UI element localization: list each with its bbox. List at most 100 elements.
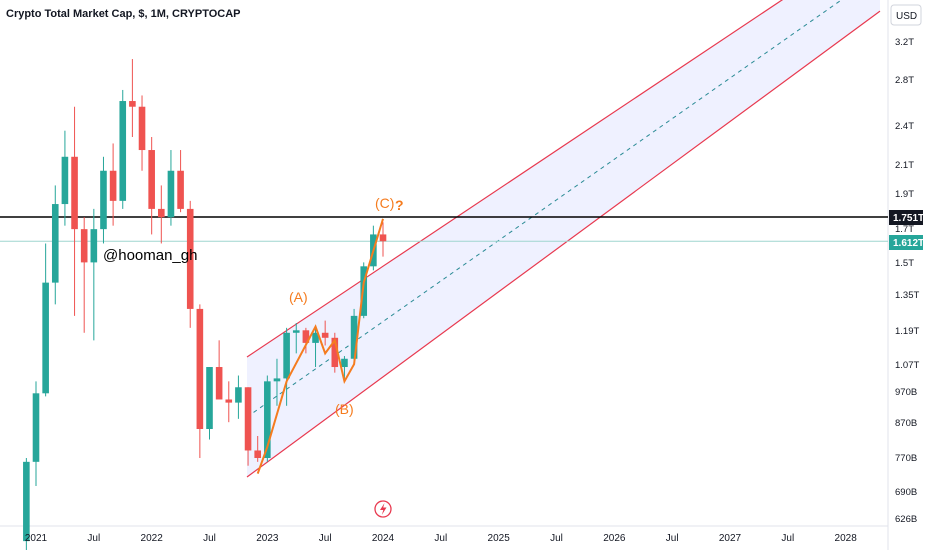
y-tick-label: 2.8T — [895, 75, 914, 86]
candle — [148, 136, 155, 235]
x-tick-label: 2027 — [719, 533, 742, 544]
y-tick-label: 770B — [895, 453, 917, 464]
x-tick-label: Jul — [550, 533, 563, 544]
candle — [206, 367, 213, 440]
wave-label-a: (A) — [289, 289, 308, 305]
candle — [71, 106, 78, 316]
candle-body — [80, 229, 88, 263]
wave-path[interactable] — [256, 218, 384, 474]
candle — [32, 381, 40, 486]
candle-body — [331, 337, 339, 368]
channel-lower-line[interactable] — [246, 10, 881, 478]
candle — [254, 435, 261, 462]
candle — [321, 320, 329, 346]
candle-body — [264, 381, 271, 458]
candle-body — [292, 330, 300, 333]
x-tick-label: 2024 — [372, 533, 395, 544]
x-tick-label: 2023 — [256, 533, 279, 544]
x-tick-label: Jul — [666, 533, 679, 544]
x-tick-label: 2022 — [141, 533, 164, 544]
resistance-badge — [889, 210, 923, 225]
candle — [138, 95, 146, 171]
candle-body — [341, 358, 348, 368]
price-axis-labels[interactable]: 3.2T 2.8T 2.4T 2.1T 1.9T 1.7T 1.5T 1.35T 1.19T 1.… — [895, 37, 919, 525]
candle — [292, 322, 300, 354]
candle — [350, 308, 358, 362]
y-tick-label: 690B — [895, 487, 917, 498]
channel-fill — [247, 0, 880, 477]
candle-body — [148, 150, 155, 209]
candle-body — [186, 208, 194, 309]
candle-body — [273, 378, 281, 382]
candle-body — [283, 332, 290, 379]
candle-body — [158, 208, 165, 218]
y-tick-label: 2.1T — [895, 160, 914, 171]
candle — [109, 143, 117, 226]
candle-body — [42, 282, 49, 394]
y-tick-label: 626B — [895, 514, 917, 525]
x-tick-label: Jul — [203, 533, 216, 544]
wave-label-question: ? — [395, 197, 404, 213]
lightning-icon[interactable] — [374, 500, 392, 518]
candle-body — [90, 229, 98, 263]
candle-body — [138, 106, 146, 151]
y-tick-label: 870B — [895, 418, 917, 429]
candle-body — [196, 308, 204, 430]
x-tick-label: 2026 — [603, 533, 626, 544]
currency-label: USD — [896, 11, 917, 22]
candle — [23, 458, 30, 550]
candle-body — [244, 387, 252, 451]
candle — [186, 200, 194, 328]
candle — [167, 150, 175, 226]
wave-drawing[interactable] — [256, 218, 384, 474]
candle — [158, 185, 165, 244]
candle — [90, 208, 98, 341]
candle-body — [225, 399, 233, 403]
x-tick-label: 2025 — [488, 533, 511, 544]
last-price-badge — [889, 235, 923, 250]
wave-label-c: (C) — [375, 195, 394, 211]
candle-body — [100, 170, 107, 230]
candle-body — [177, 170, 184, 209]
x-tick-label: Jul — [434, 533, 447, 544]
candle — [61, 130, 69, 226]
y-tick-label: 970B — [895, 387, 917, 398]
candle — [129, 59, 136, 137]
last-price-badge-label: 1.612T — [893, 238, 924, 249]
candle-body — [109, 170, 117, 201]
y-tick-label: 1.9T — [895, 189, 914, 200]
channel-upper-line[interactable] — [246, 0, 880, 358]
wave-label-b: (B) — [335, 401, 354, 417]
candle-body — [235, 387, 242, 403]
time-axis-labels[interactable]: 2021 Jul 2022 Jul 2023 Jul 2024 Jul 2025 Jul 2026 J… — [25, 533, 857, 544]
y-tick-label: 1.7T — [895, 224, 914, 235]
candle-body — [167, 170, 175, 218]
x-tick-label: 2021 — [25, 533, 48, 544]
candle — [51, 185, 59, 305]
candle-body — [51, 204, 59, 283]
y-tick-label: 1.19T — [895, 326, 919, 337]
y-tick-label: 2.4T — [895, 121, 914, 132]
y-tick-label: 3.2T — [895, 37, 914, 48]
candle — [302, 327, 310, 354]
candle — [235, 375, 242, 419]
candle-body — [61, 156, 69, 205]
x-tick-label: Jul — [319, 533, 332, 544]
candle — [225, 381, 233, 423]
candle-body — [119, 101, 127, 201]
candle — [42, 243, 49, 397]
candle — [273, 358, 281, 406]
candle-body — [71, 156, 78, 230]
candle — [80, 217, 88, 333]
candles — [23, 59, 387, 550]
candle — [100, 156, 107, 244]
candle — [379, 222, 387, 257]
x-tick-label: Jul — [781, 533, 794, 544]
candle — [244, 387, 252, 466]
candle-body — [312, 332, 319, 343]
candle — [196, 304, 204, 458]
currency-button[interactable] — [890, 4, 922, 26]
y-tick-label: 1.35T — [895, 290, 919, 301]
